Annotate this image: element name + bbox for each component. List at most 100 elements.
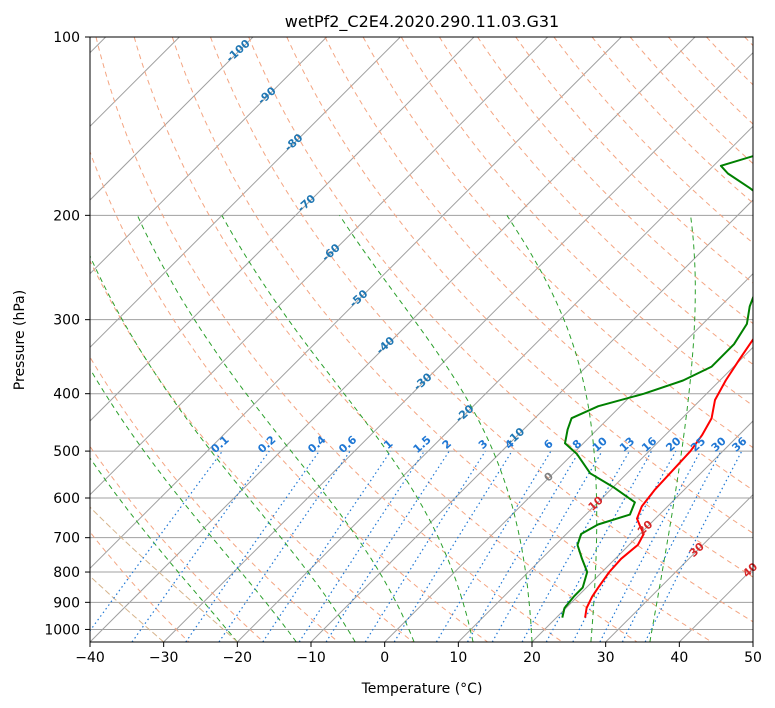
dry-adiabat-line [90,150,488,642]
dry-adiabat-line [438,37,753,366]
y-tick-label: 500 [53,444,80,460]
y-tick-label: 1000 [44,622,80,638]
y-tick-label: 400 [53,387,80,403]
dry-adiabat-line [629,37,753,165]
isotherm-label: -70 [295,192,319,215]
isotherm-line [90,37,475,422]
isotherm-line [90,37,549,496]
mixing-ratio-label: 0.2 [255,433,278,456]
x-tick-label: 30 [597,650,615,666]
plot-frame [89,36,754,643]
y-tick-label: 600 [53,491,80,507]
mixing-ratio-line [466,450,580,642]
mixing-ratio-line [572,450,677,642]
dry-adiabat-line [744,37,753,47]
isotherm-line [90,37,328,275]
x-axis-label: Temperature (°C) [361,681,483,697]
plot-labels: 0.1 0.2 0.4 0.6 1 1.5 2 3 4 6 8 10 13 16 20 25 30 36-100-… [208,37,760,580]
dewpoint-line [561,155,753,618]
mixing-ratio-label: 0.4 [305,433,328,456]
x-tick-label: 40 [670,650,688,666]
isotherm-label: -90 [255,84,279,107]
moist-adiabat-line [649,215,696,642]
dry-adiabat-line [706,37,753,86]
isotherm-label: 10 [586,493,606,513]
moist-adiabat-line [90,254,356,642]
y-tick-label: 700 [53,531,80,547]
x-tick-label: −10 [296,650,326,666]
isotherm-line [752,641,753,642]
dry-adiabat-line [477,37,753,325]
y-tick-label: 100 [53,30,80,46]
mixing-ratio-line [218,450,351,642]
moist-adiabat-line [221,215,474,642]
y-tick-label: 900 [53,595,80,611]
y-tick-label: 300 [53,313,80,329]
isotherm-label: -30 [411,370,435,393]
x-tick-label: 0 [380,650,389,666]
isotherm-line [457,346,753,642]
x-tick-label: 10 [449,650,467,666]
dry-adiabat-line [591,37,753,204]
theta-e-line [90,575,165,642]
mixing-ratio-line [185,450,320,642]
dry-adiabat-line [95,37,563,642]
axes: −40 −30 −20 −10 0 10 20 30 40 5010020030040050060… [44,30,762,666]
mixing-ratio-line [393,450,513,642]
dry-adiabat-line [171,37,712,642]
dry-adiabat-line [553,37,753,244]
dry-adiabat-line [210,37,753,623]
dry-adiabat-line [515,37,753,284]
mixing-ratio-label: 1.5 [411,433,434,456]
moist-adiabat-line [136,215,415,642]
isotherm-label: -50 [347,287,371,310]
isotherm-line [384,272,753,642]
mixing-ratio-line [262,450,392,642]
dry-adiabat-line [668,37,753,125]
mixing-ratio-line [364,450,486,642]
x-tick-label: 20 [523,650,541,666]
x-tick-label: −40 [75,650,105,666]
moist-adiabat-line [506,215,598,642]
mixing-ratio-line [131,450,270,642]
isotherm-line [90,37,696,642]
mixing-ratio-line [325,450,450,642]
plot-area [90,37,753,642]
dry-adiabat-line [90,259,414,642]
dry-adiabat-line [90,356,339,642]
isotherm-line [236,125,753,642]
y-tick-label: 800 [53,565,80,581]
chart-title: wetPf2_C2E4.2020.290.11.03.G31 [285,12,559,32]
isotherm-line [90,37,401,349]
mixing-ratio-line [435,450,552,642]
isotherm-line [310,199,753,642]
isotherm-line [163,51,753,642]
theta-e-line [90,506,238,642]
mixing-ratio-line [599,450,702,642]
x-tick-label: 50 [744,650,762,666]
y-axis-label: Pressure (hPa) [12,290,28,390]
moist-adiabat-line [90,367,297,642]
dry-adiabat-line [90,531,190,642]
mixing-ratio-line [298,450,425,642]
isotherm-line [531,420,753,642]
isotherm-label: -20 [453,402,477,425]
mixing-ratio-label: 1 [381,437,395,452]
isotherm-label: 30 [687,540,707,560]
y-tick-label: 200 [53,208,80,224]
mixing-ratio-label: 6 [541,437,556,452]
isotherm-label: 40 [740,560,760,580]
dry-adiabat-line [362,37,753,449]
x-tick-label: −20 [223,650,253,666]
temperature-line [584,337,753,618]
isotherm-line [90,37,254,201]
moist-adiabat-line [90,457,238,642]
mixing-ratio-label: 0.6 [336,433,359,456]
isotherm-label: -40 [374,334,398,357]
isotherm-line [90,37,622,570]
isotherm-label: -80 [282,131,306,154]
moist-adiabat-line [339,215,533,642]
mixing-ratio-line [90,450,223,632]
isotherm-line [605,493,753,642]
